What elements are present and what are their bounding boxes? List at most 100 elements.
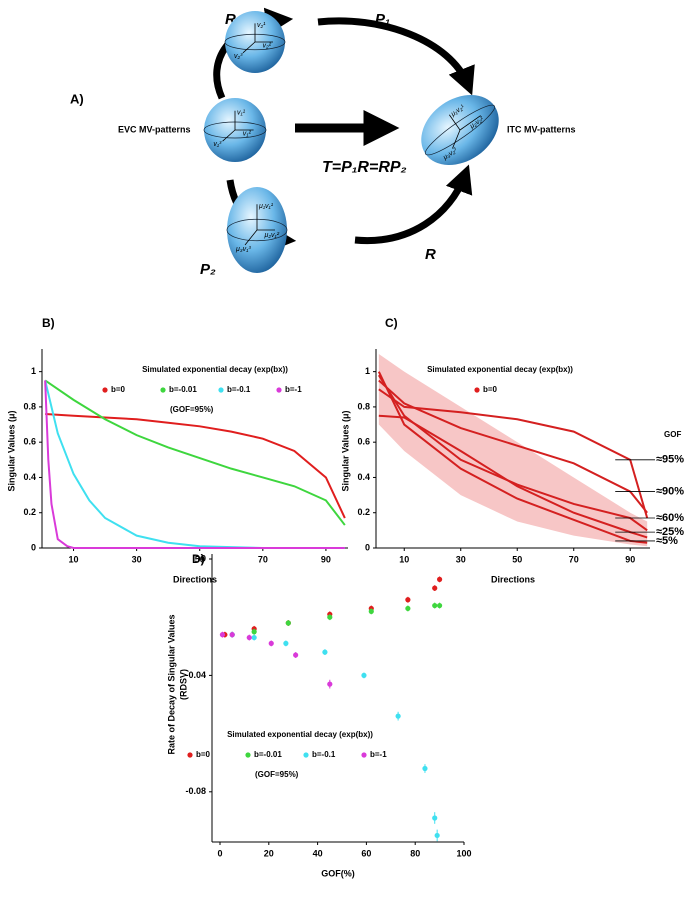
point — [219, 632, 226, 638]
y-tick-label: 0.6 — [23, 437, 36, 447]
point — [432, 602, 438, 609]
legend-label: b=0 — [196, 750, 211, 759]
x-tick-label: 10 — [69, 554, 79, 564]
point — [322, 649, 328, 655]
operator: R — [425, 246, 436, 263]
panel-label: D) — [192, 552, 205, 566]
panel-label: A) — [70, 91, 84, 106]
equation: T=P₁R=RP₂ — [322, 159, 407, 176]
legend-label: b=-1 — [285, 385, 302, 394]
point — [268, 640, 274, 646]
point — [437, 576, 443, 582]
vector-label: v₁¹ — [237, 109, 246, 116]
y-axis-title: Singular Values (μ) — [6, 410, 16, 491]
y-axis-title: Rate of Decay of Singular Values — [166, 614, 176, 754]
legend-label: b=-0.1 — [227, 385, 251, 394]
vector-label: v₂² — [263, 43, 272, 50]
confidence-band — [378, 354, 648, 547]
vector-label: v₂¹ — [257, 22, 266, 29]
x-axis-title: GOF(%) — [321, 868, 355, 878]
y-tick-label: 0.8 — [23, 401, 36, 411]
x-tick-label: 30 — [456, 554, 466, 564]
x-tick-label: 0 — [217, 848, 222, 858]
legend-marker — [474, 387, 480, 393]
y-axis-title: (RDSV) — [178, 669, 188, 700]
ellipsoid: v₁¹ v₁² v₁³ — [203, 98, 267, 162]
arrow — [354, 164, 473, 245]
x-tick-label: 20 — [264, 848, 274, 858]
node-label: EVC MV-patterns — [118, 124, 191, 134]
legend-marker — [218, 387, 224, 393]
vector-label: μ₁v₁¹ — [258, 203, 274, 210]
x-tick-label: 90 — [625, 554, 635, 564]
curve-label: ≈25% — [656, 526, 684, 538]
x-tick-label: 10 — [399, 554, 409, 564]
y-tick-label: 0.2 — [357, 507, 370, 517]
y-tick-label: 0 — [201, 553, 206, 563]
axis-arrow — [244, 229, 258, 246]
panel-label: C) — [385, 316, 398, 330]
axis-arrow — [449, 114, 461, 131]
point — [434, 832, 440, 839]
legend-marker — [187, 752, 193, 758]
curve-label: ≈90% — [656, 485, 684, 497]
arrow — [317, 17, 475, 96]
label-title: GOF — [664, 430, 681, 439]
vector-label: μ₃v₁³ — [235, 246, 251, 253]
legend-note: (GOF=95%) — [170, 405, 214, 414]
x-tick-label: 40 — [313, 848, 323, 858]
point — [405, 605, 411, 612]
x-tick-label: 60 — [361, 848, 371, 858]
ellipsoid: μ₁v₁¹ μ₂v₁² μ₃v₁³ — [226, 187, 288, 273]
point — [368, 608, 374, 614]
vector-label: v₂³ — [234, 53, 243, 60]
point — [405, 597, 411, 603]
x-tick-label: 90 — [321, 554, 331, 564]
point — [432, 815, 438, 821]
axis-arrow — [222, 129, 236, 142]
curve-label: ≈95% — [656, 454, 684, 466]
x-tick-label: 70 — [569, 554, 579, 564]
point — [437, 602, 443, 609]
ellipsoid: v₂¹ v₂² v₂³ — [224, 11, 286, 73]
curve-label: ≈60% — [656, 512, 684, 524]
vector-label: μ₂v₁² — [264, 232, 280, 239]
vector-label: v₁² — [243, 131, 252, 138]
legend-label: b=-0.01 — [169, 385, 197, 394]
axis-arrow — [242, 41, 256, 54]
x-axis-title: Directions — [173, 574, 217, 584]
legend-label: b=-0.01 — [254, 750, 282, 759]
y-tick-label: 0 — [31, 542, 36, 552]
line — [44, 379, 346, 526]
operator: P₂ — [200, 261, 216, 278]
vector-label: v₁³ — [213, 141, 222, 148]
legend-label: b=-1 — [370, 750, 387, 759]
legend-marker — [102, 387, 108, 393]
y-tick-label: 0.4 — [23, 472, 36, 482]
y-tick-label: 1 — [365, 366, 370, 376]
x-tick-label: 30 — [132, 554, 142, 564]
x-tick-label: 50 — [512, 554, 522, 564]
diagram: A) R P₁ P₂ R EVC MV-patterns ITC MV-patt… — [70, 7, 576, 278]
point — [327, 614, 333, 620]
point — [251, 629, 257, 635]
y-tick-label: -0.08 — [185, 786, 206, 796]
x-tick-label: 80 — [410, 848, 420, 858]
y-tick-label: 0.2 — [23, 507, 36, 517]
y-axis-title: Singular Values (μ) — [340, 410, 350, 491]
point — [361, 672, 367, 679]
y-tick-label: -0.04 — [185, 670, 206, 680]
legend-label: b=0 — [111, 385, 126, 394]
x-tick-label: 100 — [456, 848, 471, 858]
legend-label: b=-0.1 — [312, 750, 336, 759]
point — [246, 634, 252, 641]
legend-note: (GOF=95%) — [255, 770, 299, 779]
axis-arrow — [452, 129, 461, 149]
point — [395, 713, 401, 719]
line — [45, 412, 346, 519]
legend-marker — [160, 387, 166, 393]
curve-label: ≈5% — [656, 535, 678, 547]
point — [327, 681, 333, 687]
point — [293, 652, 299, 658]
